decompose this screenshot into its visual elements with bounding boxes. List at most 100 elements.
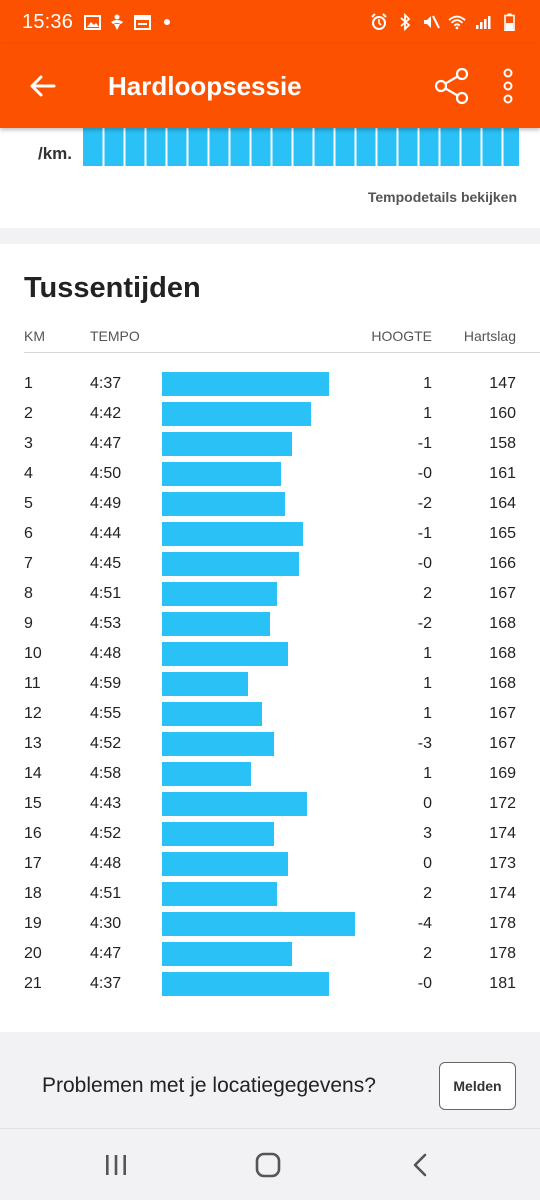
signal-icon (474, 13, 492, 31)
header-pace: TEMPO (90, 328, 140, 344)
split-heart-rate: 158 (489, 435, 516, 452)
split-heart-rate: 169 (489, 765, 516, 782)
pace-bar (162, 882, 277, 906)
split-pace: 4:48 (90, 645, 122, 662)
wifi-icon (448, 13, 466, 31)
split-elevation: -0 (417, 465, 432, 482)
split-pace: 4:48 (90, 855, 122, 872)
system-back-button[interactable] (400, 1147, 440, 1183)
share-button[interactable] (424, 58, 480, 114)
split-elevation: 1 (423, 675, 432, 692)
page-title: Hardloopsessie (108, 70, 302, 101)
split-heart-rate: 172 (489, 795, 516, 812)
split-elevation: -2 (417, 495, 432, 512)
pace-details-link[interactable]: Tempodetails bekijken (367, 189, 517, 205)
split-km: 18 (24, 885, 42, 902)
split-row: 13 4:52 -3 167 (0, 728, 540, 758)
split-row: 7 4:45 -0 166 (0, 548, 540, 578)
bluetooth-icon (396, 13, 414, 31)
pace-bar (162, 552, 299, 576)
home-button[interactable] (248, 1147, 288, 1183)
split-km: 15 (24, 795, 42, 812)
split-elevation: -0 (417, 555, 432, 572)
split-row: 14 4:58 1 169 (0, 758, 540, 788)
split-heart-rate: 181 (489, 975, 516, 992)
split-km: 21 (24, 975, 42, 992)
split-elevation: 1 (423, 405, 432, 422)
share-icon (434, 67, 469, 105)
home-icon (255, 1152, 281, 1178)
split-elevation: 1 (423, 375, 432, 392)
split-pace: 4:59 (90, 675, 122, 692)
split-km: 19 (24, 915, 42, 932)
split-pace: 4:52 (90, 735, 122, 752)
pace-bar (162, 642, 288, 666)
pace-bar (162, 402, 311, 426)
split-heart-rate: 164 (489, 495, 516, 512)
split-heart-rate: 168 (489, 615, 516, 632)
split-km: 4 (24, 465, 33, 482)
pace-bar (162, 432, 292, 456)
report-card: Problemen met je locatiegegevens? Melden (0, 1048, 540, 1128)
split-pace: 4:30 (90, 915, 122, 932)
split-elevation: -1 (417, 525, 432, 542)
split-km: 16 (24, 825, 42, 842)
recent-apps-icon (106, 1155, 126, 1175)
split-km: 5 (24, 495, 33, 512)
split-elevation: 2 (423, 945, 432, 962)
split-elevation: 0 (423, 855, 432, 872)
recent-apps-button[interactable] (96, 1147, 136, 1183)
split-heart-rate: 178 (489, 915, 516, 932)
split-heart-rate: 161 (489, 465, 516, 482)
split-elevation: -2 (417, 615, 432, 632)
pace-bar (162, 972, 329, 996)
mute-icon (422, 13, 440, 31)
pace-bar (162, 852, 288, 876)
split-pace: 4:49 (90, 495, 122, 512)
split-row: 17 4:48 0 173 (0, 848, 540, 878)
split-heart-rate: 168 (489, 645, 516, 662)
report-button[interactable]: Melden (439, 1062, 516, 1110)
split-elevation: 2 (423, 885, 432, 902)
split-heart-rate: 166 (489, 555, 516, 572)
split-row: 5 4:49 -2 164 (0, 488, 540, 518)
split-km: 8 (24, 585, 33, 602)
split-pace: 4:52 (90, 825, 122, 842)
pace-unit-label: /km. (38, 144, 73, 163)
split-km: 12 (24, 705, 42, 722)
navigation-bar (0, 1128, 540, 1200)
pace-chart-card: /km. Tempodetails bekijken (0, 128, 540, 228)
split-elevation: 1 (423, 705, 432, 722)
split-pace: 4:58 (90, 765, 122, 782)
split-heart-rate: 167 (489, 735, 516, 752)
split-pace: 4:55 (90, 705, 122, 722)
split-heart-rate: 174 (489, 885, 516, 902)
pace-bar (162, 792, 307, 816)
header-km: KM (24, 328, 45, 344)
split-row: 4 4:50 -0 161 (0, 458, 540, 488)
split-heart-rate: 147 (489, 375, 516, 392)
split-row: 8 4:51 2 167 (0, 578, 540, 608)
split-row: 10 4:48 1 168 (0, 638, 540, 668)
split-km: 7 (24, 555, 33, 572)
split-heart-rate: 167 (489, 585, 516, 602)
more-options-button[interactable] (480, 58, 536, 114)
split-km: 3 (24, 435, 33, 452)
split-row: 21 4:37 -0 181 (0, 968, 540, 998)
split-row: 1 4:37 1 147 (0, 368, 540, 398)
split-heart-rate: 178 (489, 945, 516, 962)
divider (24, 352, 540, 353)
back-button[interactable] (10, 54, 74, 118)
split-elevation: 1 (423, 765, 432, 782)
more-vertical-icon (503, 68, 513, 104)
image-icon (83, 13, 101, 31)
split-pace: 4:37 (90, 975, 122, 992)
split-pace: 4:44 (90, 525, 122, 542)
app-bar: Hardloopsessie (0, 44, 540, 128)
pace-bar (162, 732, 274, 756)
split-km: 14 (24, 765, 42, 782)
split-row: 9 4:53 -2 168 (0, 608, 540, 638)
pace-bar (162, 942, 292, 966)
pace-bar (162, 672, 248, 696)
